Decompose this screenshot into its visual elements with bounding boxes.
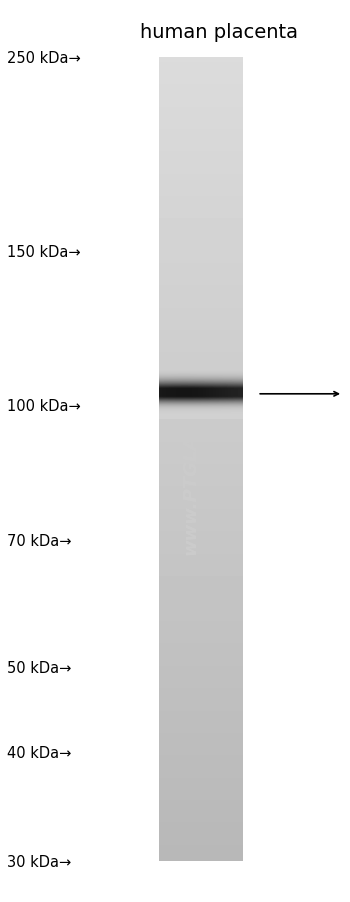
Text: 70 kDa→: 70 kDa→ [7, 533, 71, 548]
Text: www.PTGLAB.COM: www.PTGLAB.COM [182, 366, 200, 554]
Text: 40 kDa→: 40 kDa→ [7, 745, 71, 760]
Text: human placenta: human placenta [140, 23, 298, 41]
Text: 50 kDa→: 50 kDa→ [7, 660, 71, 676]
Text: 250 kDa→: 250 kDa→ [7, 51, 81, 66]
Text: 30 kDa→: 30 kDa→ [7, 854, 71, 869]
Text: 100 kDa→: 100 kDa→ [7, 398, 81, 413]
Text: 150 kDa→: 150 kDa→ [7, 244, 80, 260]
